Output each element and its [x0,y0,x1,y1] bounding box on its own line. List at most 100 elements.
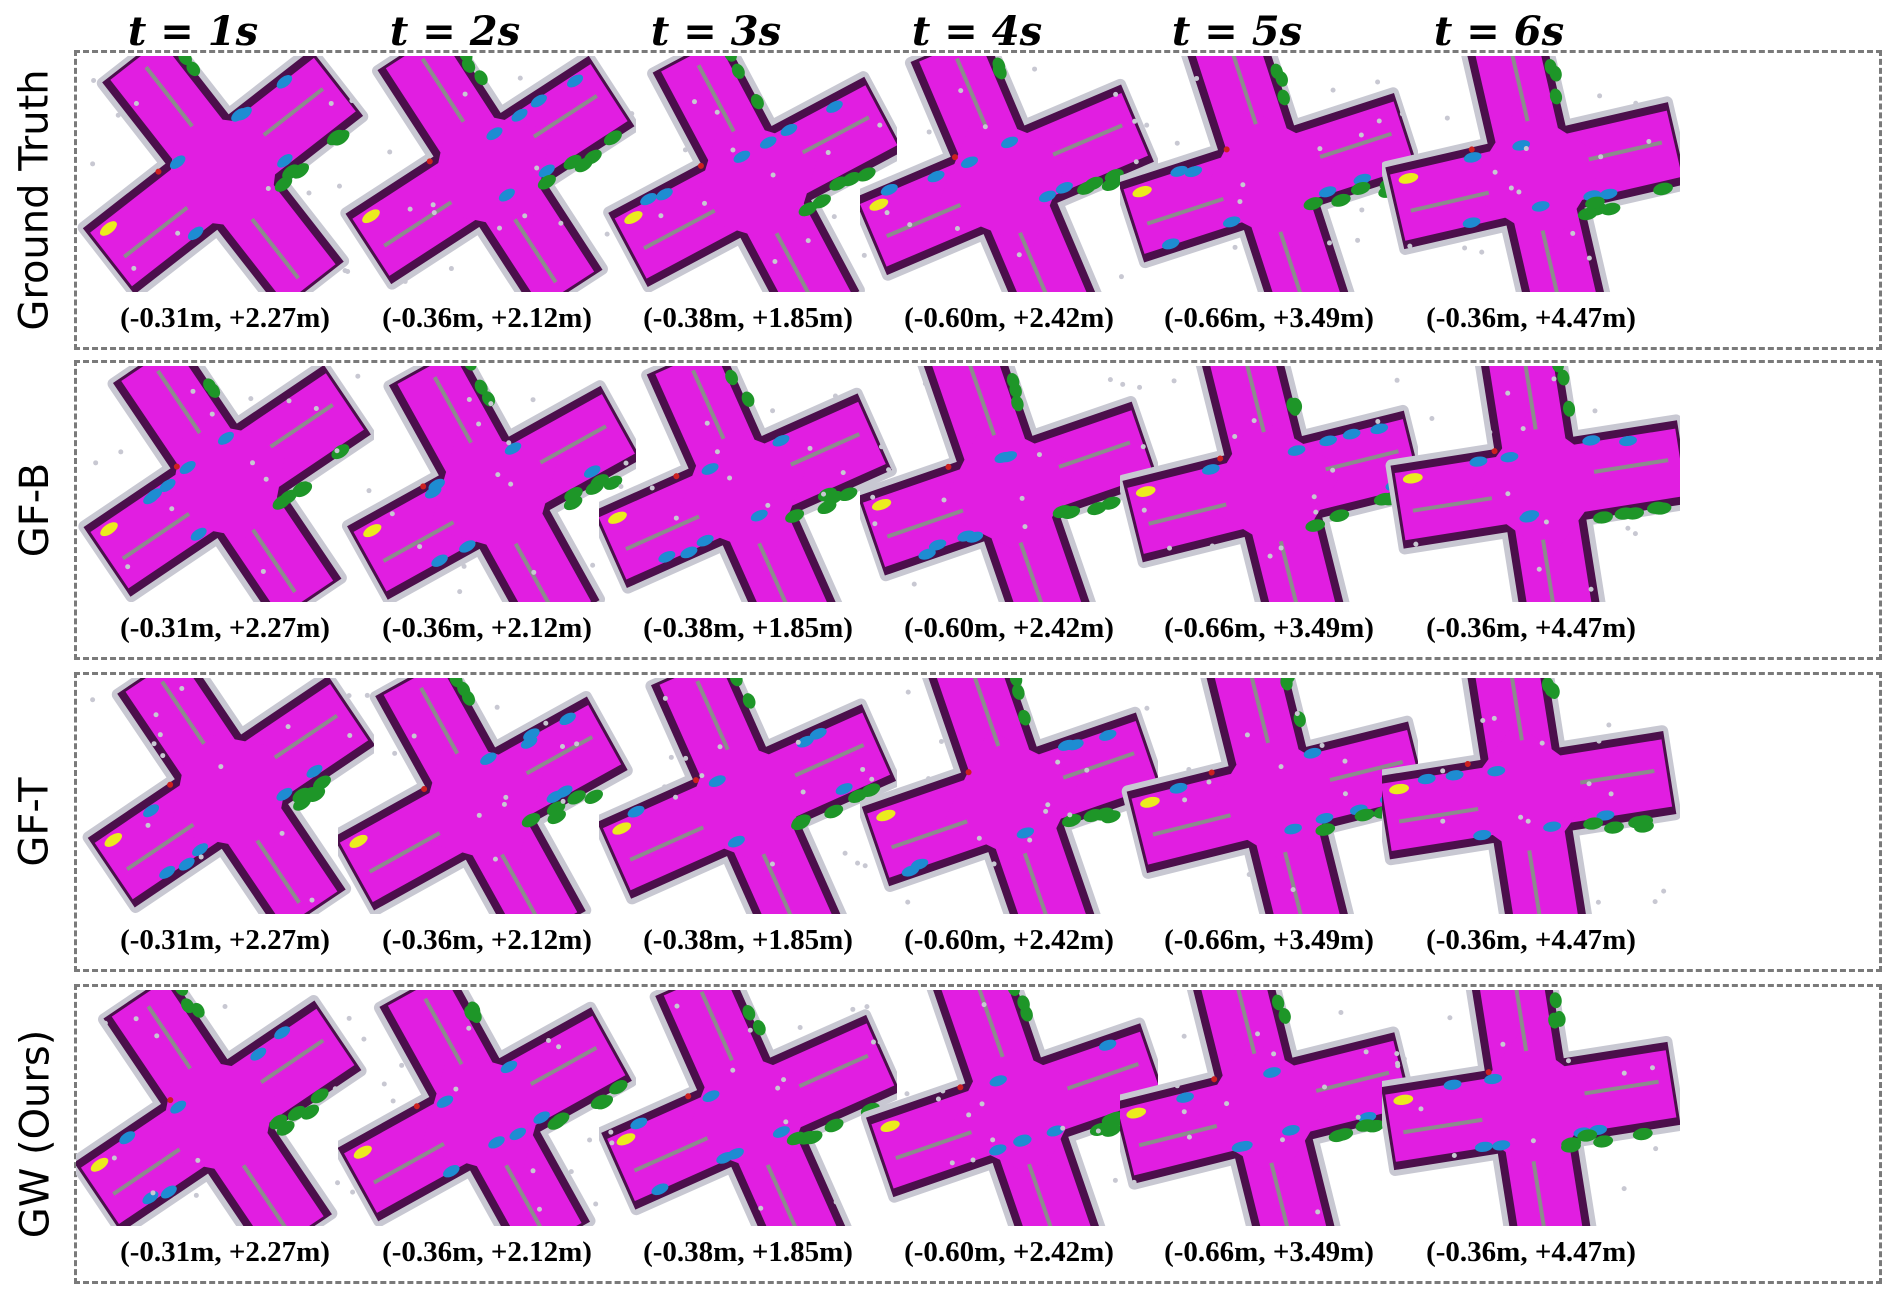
offset-caption: (-0.31m, +2.27m) [120,924,330,956]
vegetation-mark [1350,181,1371,195]
structure-point [1652,899,1658,905]
structure-point [332,1086,338,1092]
vehicle-mark [583,465,601,478]
offset-caption: (-0.60m, +2.42m) [904,612,1114,644]
structure-point [807,445,813,451]
structure-point [587,1137,593,1143]
structure-point [328,100,334,106]
row-frame [74,360,1882,660]
lane-marking [765,1164,800,1226]
vegetation-mark [474,379,488,395]
structure-point [1633,100,1639,106]
vegetation-mark [564,487,583,502]
structure-point [1586,781,1592,787]
road-center [416,739,545,868]
structure-point [747,1027,753,1033]
frame-cell: (-0.36m, +2.12m) [338,366,636,656]
vehicle-mark [928,539,947,551]
vegetation-mark [609,1080,628,1095]
structure-point [1255,1031,1261,1037]
column-header: t = 5s [1171,8,1303,55]
occupancy-map [1382,56,1680,292]
structure-point [492,856,498,862]
vegetation-mark [824,1118,844,1133]
offset-caption: (-0.36m, +2.12m) [382,924,592,956]
vehicle-mark [696,534,714,547]
structure-point [1141,507,1147,513]
vegetation-mark [203,378,217,394]
lane-marking [895,1130,973,1161]
structure-point [250,460,256,466]
lane-marking [1052,123,1123,157]
structure-point [1418,1106,1424,1112]
structure-point [877,1039,883,1045]
structure-point [306,190,312,196]
structure-point [730,147,736,153]
vehicle-mark [1284,823,1302,835]
vehicle-mark [1531,201,1550,212]
structure-point [517,75,523,81]
structure-point [662,695,668,701]
vegetation-mark [603,475,623,490]
lane-marking [419,686,460,755]
structure-point [1570,230,1576,236]
structure-point [704,420,710,426]
structure-point [911,581,917,587]
vehicle-mark [1469,456,1488,467]
structure-point [309,897,315,903]
structure-point [861,252,867,258]
vegetation-mark [1270,63,1283,80]
structure-point [558,220,564,226]
structure-point [877,122,883,128]
barrier-mark [420,483,427,490]
vehicle-mark [306,764,323,778]
structure-point [1120,381,1126,387]
structure-point [131,265,137,271]
structure-point [366,488,372,494]
lane-marking [420,57,466,123]
intersection-map [860,990,1158,1226]
vehicle-mark [498,188,515,202]
vehicle-mark [733,150,751,163]
lane-marking [382,520,455,563]
structure-point [1167,545,1173,551]
vegetation-mark [331,444,350,460]
structure-point [342,268,348,274]
lane-marking [1527,850,1543,914]
structure-point [1440,768,1446,774]
vehicle-mark [169,155,186,170]
frame-cell: (-0.66m, +3.49m) [1120,990,1418,1280]
vehicle-mark [1417,773,1436,785]
vehicle-mark [1303,747,1322,759]
structure-point [1505,390,1511,396]
structure-point [1133,159,1139,165]
vegetation-mark [1101,496,1121,510]
vehicle-mark [708,775,726,788]
vehicle-mark [1443,1079,1462,1090]
structure-point [608,1129,614,1135]
vehicle-mark [1184,166,1203,178]
structure-point [1181,1109,1187,1115]
occupancy-map [860,990,1158,1226]
vehicle-mark [530,94,547,108]
barrier-mark [155,168,162,175]
lane-marking [1066,1062,1140,1091]
structure-point [91,77,97,83]
frame-cell: (-0.31m, +2.27m) [76,366,374,656]
structure-point [1516,189,1522,195]
structure-point [1355,237,1361,243]
offset-caption: (-0.66m, +3.49m) [1164,302,1374,334]
structure-point [494,704,500,710]
lane-marking [625,514,700,551]
vegetation-mark [567,790,586,805]
structure-point [248,396,254,402]
structure-point [1027,837,1033,843]
structure-point [1186,767,1192,773]
occupancy-map [1120,366,1418,602]
offset-caption: (-0.38m, +1.85m) [643,302,853,334]
lane-marking [1403,1117,1483,1135]
vehicle-mark [277,154,293,168]
vehicle-mark [994,451,1012,464]
structure-point [781,1077,787,1083]
vehicle-mark [159,478,176,493]
